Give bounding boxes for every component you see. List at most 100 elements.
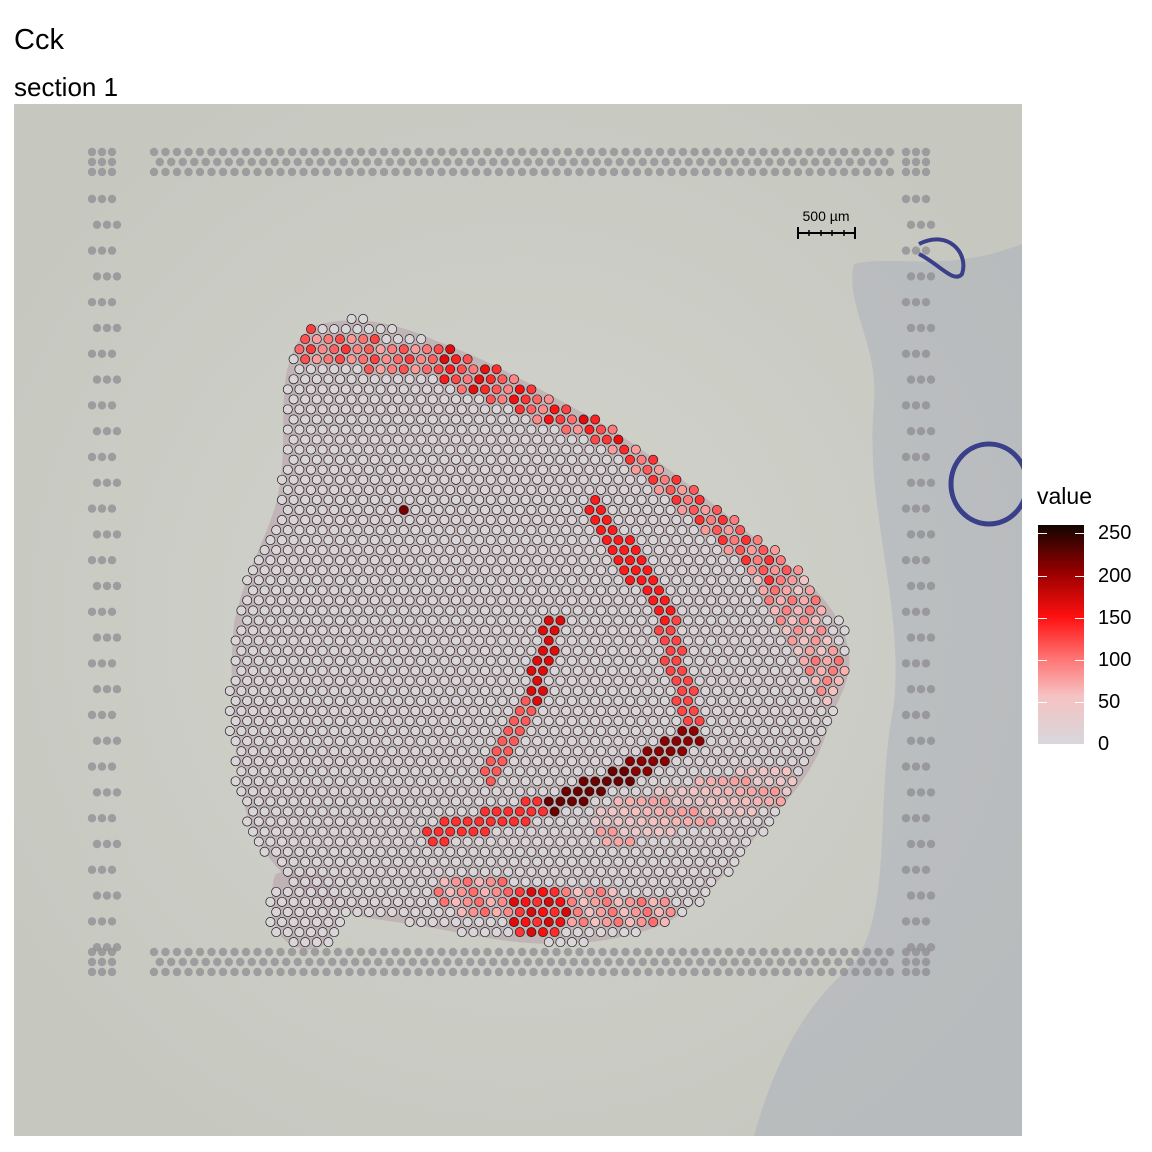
expression-spot — [277, 575, 287, 586]
expression-spot — [619, 505, 630, 515]
expression-spot — [427, 515, 438, 525]
expression-spot — [694, 856, 705, 867]
expression-spot — [677, 484, 688, 495]
expression-spot — [358, 655, 369, 666]
expression-spot — [712, 585, 722, 596]
expression-spot — [248, 585, 258, 596]
expression-spot — [323, 555, 334, 566]
expression-spot — [462, 736, 473, 747]
expression-spot — [746, 826, 757, 837]
fiducial-dot — [911, 947, 921, 957]
expression-spot — [422, 866, 432, 877]
expression-spot — [387, 746, 398, 757]
expression-spot — [480, 444, 490, 455]
expression-spot — [561, 766, 572, 777]
expression-spot — [340, 364, 351, 375]
expression-spot — [404, 655, 415, 666]
expression-spot — [468, 766, 479, 777]
expression-spot — [549, 464, 560, 475]
expression-spot — [514, 424, 525, 435]
expression-spot — [317, 846, 328, 857]
expression-spot — [828, 645, 838, 656]
expression-spot — [317, 324, 328, 335]
fiducial-dot — [218, 147, 228, 157]
expression-spot — [630, 444, 641, 455]
expression-spot — [538, 726, 548, 736]
expression-spot — [816, 685, 827, 696]
expression-spot — [335, 394, 345, 405]
expression-spot — [723, 746, 734, 757]
fiducial-dot — [483, 147, 492, 157]
expression-spot — [567, 796, 577, 807]
expression-spot — [578, 515, 589, 525]
expression-spot — [555, 695, 566, 706]
fiducial-dot — [97, 298, 107, 307]
expression-spot — [387, 444, 398, 455]
expression-spot — [654, 846, 664, 857]
expression-spot — [364, 907, 374, 917]
expression-spot — [329, 927, 340, 938]
expression-spot — [271, 886, 282, 897]
expression-spot — [375, 364, 386, 375]
expression-spot — [369, 896, 380, 907]
expression-spot — [288, 816, 299, 827]
expression-spot — [630, 806, 641, 817]
expression-spot — [306, 324, 316, 335]
expression-spot — [398, 505, 409, 515]
expression-spot — [549, 545, 560, 556]
expression-spot — [364, 786, 374, 797]
expression-spot — [433, 665, 444, 676]
fiducial-dot — [811, 157, 820, 167]
expression-spot — [248, 706, 258, 716]
expression-spot — [729, 595, 740, 606]
expression-spot — [300, 796, 311, 807]
expression-spot — [677, 866, 688, 877]
expression-spot — [294, 746, 305, 757]
fiducial-dot — [149, 967, 159, 977]
expression-spot — [236, 625, 247, 636]
fiducial-dot — [414, 147, 423, 157]
expression-spot — [329, 726, 340, 736]
fiducial-dot — [816, 967, 826, 977]
expression-spot — [619, 786, 630, 797]
expression-spot — [468, 806, 479, 817]
expression-spot — [590, 836, 601, 847]
expression-spot — [335, 796, 345, 807]
expression-spot — [607, 545, 618, 556]
fiducial-dot — [87, 147, 97, 157]
expression-spot — [288, 675, 299, 686]
expression-spot — [346, 414, 357, 425]
expression-spot — [369, 635, 380, 646]
expression-spot — [364, 505, 374, 515]
expression-spot — [393, 595, 403, 606]
expression-spot — [636, 535, 647, 546]
expression-spot — [677, 585, 688, 596]
expression-spot — [230, 716, 241, 726]
expression-spot — [503, 726, 514, 736]
expression-spot — [393, 655, 403, 666]
expression-spot — [375, 424, 386, 435]
expression-spot — [572, 505, 583, 515]
expression-spot — [259, 605, 270, 616]
tissue-image-panel: 500 µm — [14, 104, 1022, 1136]
expression-spot — [410, 766, 421, 777]
fiducial-dot — [224, 957, 233, 967]
fiducial-dot — [448, 967, 458, 977]
fiducial-dot — [276, 947, 285, 957]
fiducial-dot — [107, 504, 117, 513]
expression-spot — [497, 695, 508, 706]
expression-spot — [828, 665, 838, 676]
legend-tick-label: 0 — [1098, 733, 1110, 755]
expression-spot — [323, 354, 334, 365]
fiducial-dot — [471, 147, 481, 157]
expression-spot — [282, 505, 293, 515]
expression-spot — [456, 444, 467, 455]
expression-spot — [491, 625, 502, 636]
expression-spot — [787, 675, 798, 686]
expression-spot — [723, 846, 734, 857]
expression-spot — [282, 866, 293, 877]
expression-spot — [480, 484, 490, 495]
expression-spot — [770, 685, 780, 696]
expression-spot — [712, 706, 722, 716]
expression-spot — [526, 605, 537, 616]
